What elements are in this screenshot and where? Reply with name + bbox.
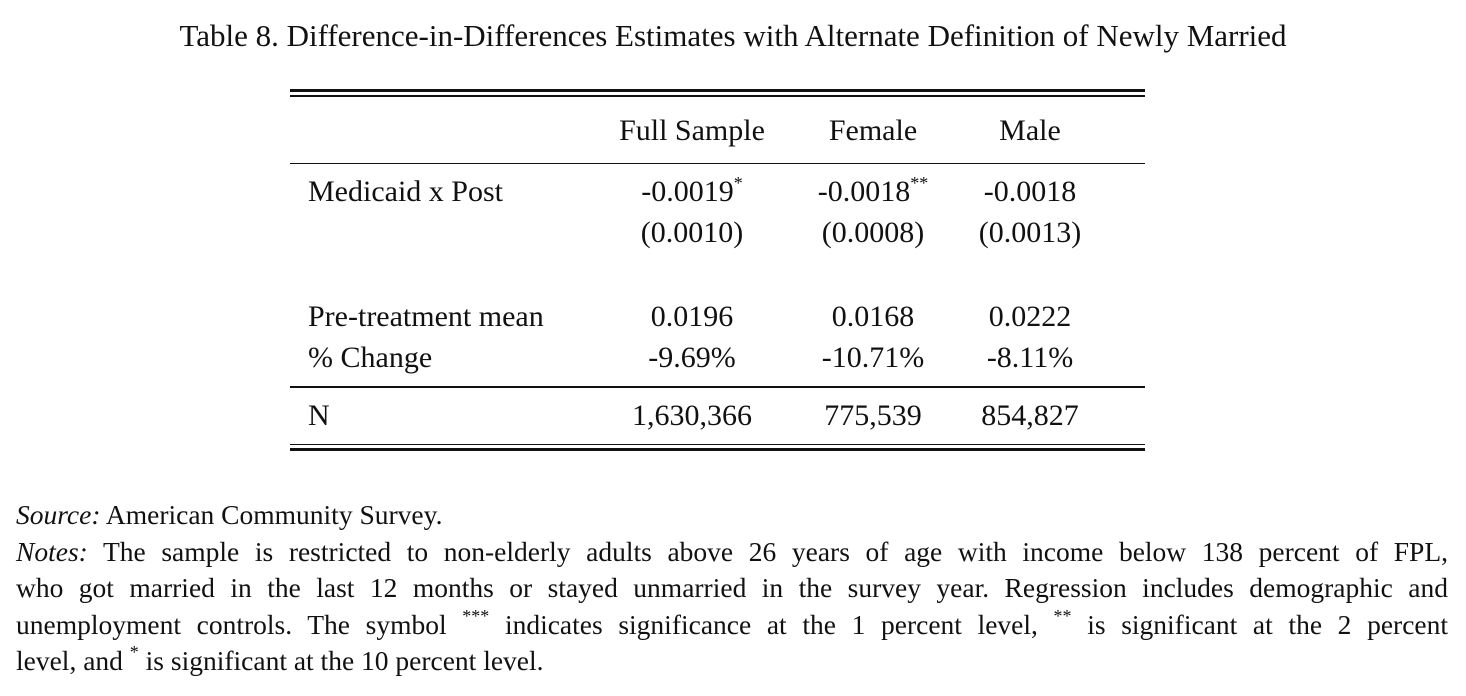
source-line: Source: American Community Survey. (16, 497, 1448, 534)
medicaid-se-row: (0.0010) (0.0008) (0.0013) (290, 212, 1145, 253)
notes-line-4: level, and * is significant at the 10 pe… (16, 642, 544, 676)
bottom-rule-inner (290, 443, 1145, 445)
n-male: 854,827 (981, 398, 1079, 432)
pretreatment-row: Pre-treatment mean 0.0196 0.0168 0.0222 (290, 296, 1145, 337)
medicaid-coef-row: Medicaid x Post -0.0019* -0.0018** -0.00… (290, 171, 1145, 212)
change-female: -10.71% (821, 341, 925, 374)
row-label-n: N (308, 398, 330, 432)
top-rule-inner (290, 95, 1145, 97)
row-label-change: % Change (308, 341, 433, 374)
source-text: American Community Survey. (100, 499, 443, 530)
pretreatment-male: 0.0222 (988, 300, 1072, 333)
notes-label: Notes: (16, 535, 88, 567)
notes-line-3: unemployment controls. The symbol *** in… (16, 605, 1448, 640)
se-female: (0.0008) (821, 216, 925, 249)
coef-female: -0.0018** (817, 173, 929, 208)
change-row: % Change -9.69% -10.71% -8.11% (290, 337, 1145, 378)
notes-line-2: who got married in the last 12 months or… (16, 572, 1448, 603)
change-full-sample: -9.69% (648, 341, 736, 374)
header-full-sample: Full Sample (619, 113, 765, 147)
row-label-pretreatment: Pre-treatment mean (308, 300, 544, 333)
coef-male: -0.0018 (983, 175, 1077, 208)
row-label-medicaid: Medicaid x Post (308, 175, 503, 208)
notes-line-1: Notes: The sample is restricted to non-e… (16, 535, 1448, 567)
table-caption: Table 8. Difference-in-Differences Estim… (179, 18, 1287, 53)
header-male: Male (999, 113, 1061, 147)
header-rule (290, 162, 1145, 164)
source-label: Source: (16, 499, 101, 530)
n-row: N 1,630,366 775,539 854,827 (290, 388, 1145, 444)
coef-full-sample: -0.0019* (641, 173, 743, 208)
header-row: Full Sample Female Male (290, 97, 1145, 163)
n-rule (290, 386, 1145, 388)
se-full-sample: (0.0010) (640, 216, 744, 249)
header-female: Female (828, 113, 918, 147)
change-male: -8.11% (986, 341, 1074, 374)
bottom-rule (290, 448, 1145, 451)
n-full-sample: 1,630,366 (632, 398, 752, 432)
se-male: (0.0013) (978, 216, 1082, 249)
pretreatment-female: 0.0168 (831, 300, 915, 333)
pretreatment-full-sample: 0.0196 (650, 300, 734, 333)
table-notes: Source: American Community Survey. Notes… (16, 497, 1448, 680)
results-table: Full Sample Female Male Medicaid x Post … (290, 89, 1145, 451)
n-female: 775,539 (824, 398, 922, 432)
top-rule (290, 89, 1145, 92)
